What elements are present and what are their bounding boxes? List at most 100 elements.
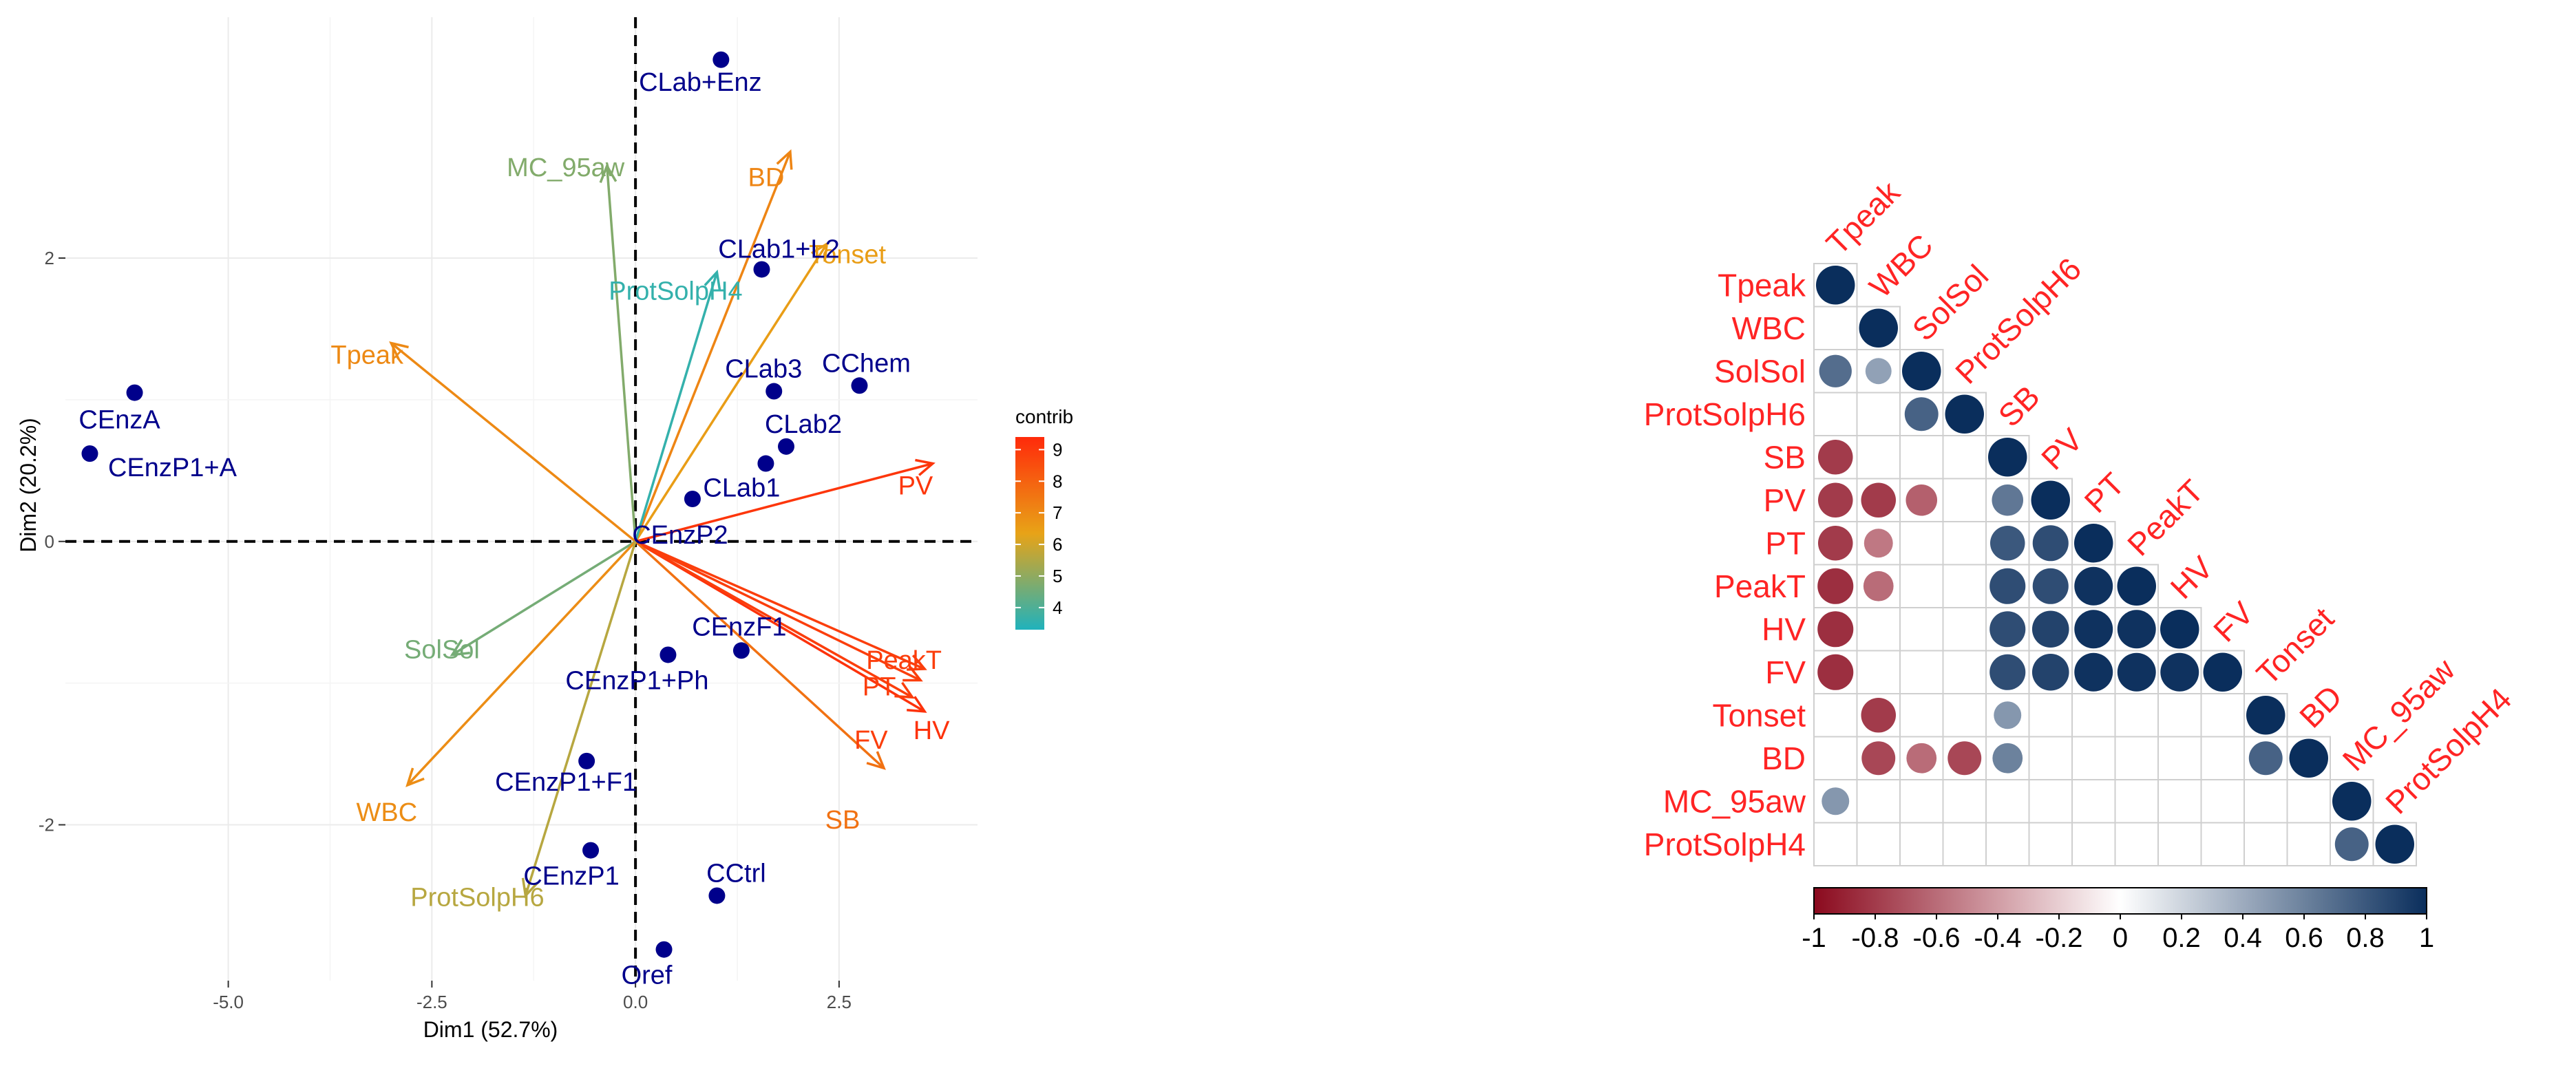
matrix-cell <box>1813 306 1858 350</box>
matrix-cell <box>2028 693 2073 738</box>
colorbar-tick-label: 0.2 <box>2162 923 2201 953</box>
legend-tick-label: 8 <box>1053 471 1062 491</box>
colorbar-tick-label: -0.6 <box>1913 923 1961 953</box>
colorbar-tick-label: -0.4 <box>1974 923 2022 953</box>
variable-arrowhead-HV <box>907 696 927 713</box>
variable-arrowhead-PV <box>915 458 936 476</box>
variable-arrowhead-FV <box>894 681 915 699</box>
variable-arrowhead-PT <box>902 665 923 682</box>
individual-point-CLab2 <box>777 438 794 455</box>
matrix-cell <box>2200 693 2245 738</box>
variable-label-ProtSolpH6: ProtSolpH6 <box>410 883 544 912</box>
matrix-cell <box>2028 822 2073 866</box>
variable-label-PeakT: PeakT <box>866 646 942 675</box>
matrix-cell <box>1856 650 1901 694</box>
matrix-cell <box>2028 779 2073 824</box>
row-label-ProtSolpH4: ProtSolpH4 <box>1644 827 1806 862</box>
individual-label-CLab+Enz: CLab+Enz <box>639 68 762 97</box>
corr-circle-FV-HV <box>2160 652 2199 692</box>
x-axis-title: Dim1 (52.7%) <box>423 1017 558 1042</box>
variable-arrow-FV <box>635 540 914 699</box>
row-label-WBC: WBC <box>1732 310 1806 346</box>
matrix-cell <box>1942 822 1987 866</box>
corr-circle-PV-WBC <box>1861 482 1897 518</box>
matrix-cell <box>1985 822 2030 866</box>
legend-tick-label: 4 <box>1053 597 1062 618</box>
matrix-cell <box>2114 822 2159 866</box>
corr-circle-FV-PeakT <box>2117 652 2156 692</box>
corr-circle-PV-PV <box>2031 480 2070 520</box>
matrix-cell <box>2157 693 2202 738</box>
matrix-cell <box>1942 779 1987 824</box>
matrix-cell <box>2244 779 2288 824</box>
legend-title: contrib <box>1015 406 1073 427</box>
matrix-cell <box>1942 650 1987 694</box>
corr-circle-WBC-WBC <box>1859 308 1898 348</box>
individual-label-CCtrl: CCtrl <box>706 859 766 888</box>
colorbar-tick-label: -0.2 <box>2036 923 2083 953</box>
matrix-cell <box>1942 478 1987 522</box>
matrix-cell <box>1813 392 1858 436</box>
individual-point-CEnzP1+Ph <box>659 646 677 663</box>
variable-arrowhead-Tonset <box>811 242 829 262</box>
colorbar-tick-label: -1 <box>1802 923 1826 953</box>
variable-arrow-PT <box>635 540 921 682</box>
corr-circle-PV-SB <box>1992 484 2024 516</box>
corr-circle-SolSol-WBC <box>1865 358 1892 385</box>
individual-label-CLab1: CLab1 <box>703 474 780 503</box>
variable-arrow-SolSol <box>452 540 637 656</box>
variable-arrowhead-WBC <box>405 767 425 787</box>
corr-circle-PeakT-PV <box>2032 568 2069 604</box>
corr-circle-Tonset-Tonset <box>2246 696 2285 735</box>
correlation-matrix: TpeakWBCSolSolProtSolpH6SBPVPTPeakTHVFVT… <box>1644 173 2518 953</box>
corr-circle-Tonset-SB <box>1994 701 2022 729</box>
variable-arrow-ProtSolpH4 <box>634 272 719 542</box>
corr-circle-FV-PV <box>2031 653 2069 691</box>
corr-circle-Tpeak-Tpeak <box>1816 266 1855 305</box>
individual-point-CEnzP1 <box>582 842 600 859</box>
individual-point-CLab1 <box>757 455 774 472</box>
corr-circle-SolSol-Tpeak <box>1819 354 1852 387</box>
diag-label-PeakT: PeakT <box>2120 473 2210 563</box>
individual-label-CEnzP1+A: CEnzP1+A <box>108 454 237 482</box>
y-tick-label: -2 <box>39 815 54 835</box>
matrix-cell <box>1856 392 1901 436</box>
matrix-cell <box>1813 822 1858 866</box>
variable-label-WBC: WBC <box>357 798 418 827</box>
matrix-cell <box>1899 822 1944 866</box>
matrix-cell <box>2071 736 2116 780</box>
variable-label-Tonset: Tonset <box>809 240 886 269</box>
matrix-cell <box>2200 736 2245 780</box>
variable-label-Tpeak: Tpeak <box>330 341 404 370</box>
variable-arrow-WBC <box>406 540 637 787</box>
matrix-cell <box>1942 435 1987 480</box>
x-tick-label: -2.5 <box>416 992 447 1012</box>
matrix-cell <box>1942 564 1987 608</box>
matrix-cell <box>1899 693 1944 738</box>
matrix-cell <box>1856 435 1901 480</box>
matrix-cell <box>2071 693 2116 738</box>
diag-label-PV: PV <box>2034 421 2089 476</box>
row-label-Tonset: Tonset <box>1712 697 1806 733</box>
y-tick-label: 2 <box>45 248 54 268</box>
row-label-BD: BD <box>1762 740 1806 776</box>
diag-label-HV: HV <box>2164 549 2220 606</box>
corr-circle-PT-WBC <box>1864 529 1893 558</box>
corr-circle-PT-PT <box>2074 524 2113 563</box>
variable-arrowhead-ProtSolpH4 <box>704 269 721 290</box>
individual-point-CLab+Enz <box>712 51 730 68</box>
matrix-cell <box>1899 779 1944 824</box>
variable-arrow-ProtSolpH6 <box>524 541 637 896</box>
variable-label-HV: HV <box>914 716 950 745</box>
corr-circle-MC_95aw-MC_95aw <box>2332 782 2372 821</box>
variable-arrow-Tpeak <box>390 342 637 543</box>
corr-circle-HV-PT <box>2074 610 2113 649</box>
diag-label-FV: FV <box>2206 595 2261 649</box>
variable-arrow-Tonset <box>634 243 828 542</box>
diag-label-PT: PT <box>2078 466 2131 520</box>
individual-label-Oref: Oref <box>622 961 673 990</box>
corr-circle-BD-SB <box>1992 743 2023 774</box>
diag-label-WBC: WBC <box>1862 227 1940 305</box>
individual-point-CEnzP1+A <box>81 445 98 462</box>
